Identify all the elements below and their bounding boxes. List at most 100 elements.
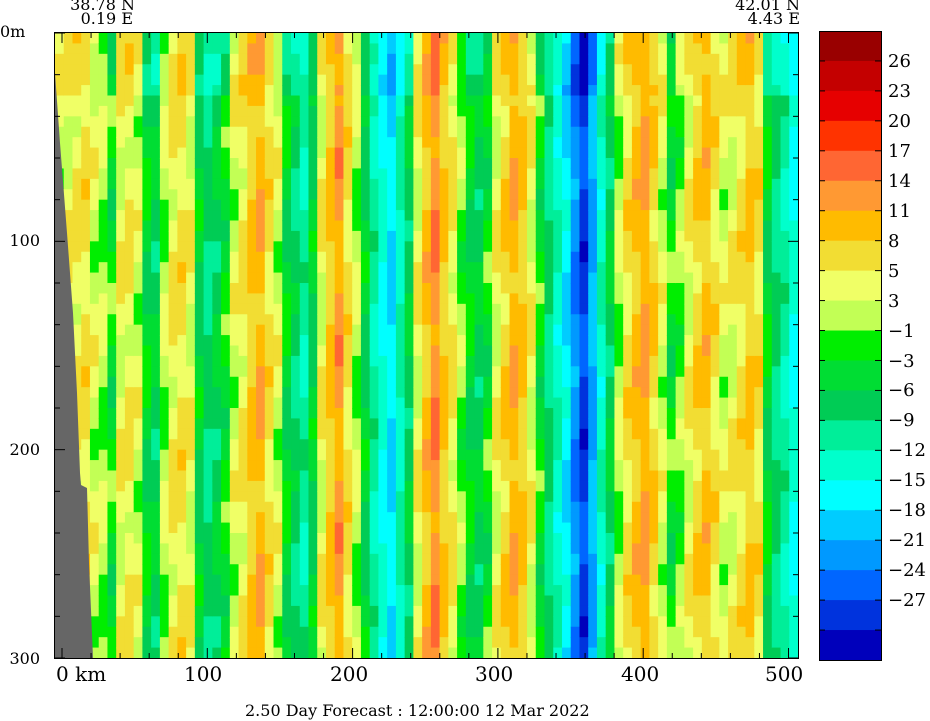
heatmap-cell [701, 220, 712, 232]
heatmap-cell [159, 355, 170, 367]
heatmap-cell [448, 522, 458, 534]
heatmap-cell [116, 303, 126, 315]
heatmap-cell [666, 168, 677, 180]
heatmap-cell [151, 293, 161, 305]
heatmap-cell [203, 439, 213, 451]
heatmap-cell [430, 293, 441, 305]
heatmap-cell [378, 189, 388, 201]
heatmap-cell [334, 126, 345, 138]
heatmap-cell [544, 85, 554, 97]
heatmap-cell [81, 199, 91, 211]
heatmap-cell [404, 449, 414, 461]
heatmap-cell [72, 137, 82, 149]
heatmap-cell [369, 449, 380, 461]
heatmap-cell [649, 272, 659, 284]
heatmap-cell [649, 564, 659, 576]
heatmap-cell [72, 230, 82, 242]
heatmap-cell [203, 137, 213, 149]
heatmap-cell [273, 439, 283, 451]
heatmap-cell [168, 512, 178, 524]
heatmap-cell [588, 168, 598, 180]
heatmap-cell [422, 543, 432, 555]
heatmap-cell [535, 470, 546, 482]
heatmap-cell [684, 210, 694, 222]
heatmap-cell [221, 491, 231, 503]
heatmap-cell [186, 605, 196, 617]
heatmap-cell [334, 553, 345, 565]
heatmap-cell [133, 147, 144, 159]
heatmap-cell [430, 95, 441, 107]
heatmap-cell [334, 199, 345, 211]
heatmap-cell [579, 85, 589, 97]
heatmap-cell [212, 428, 222, 440]
heatmap-cell [771, 491, 782, 503]
heatmap-cell [553, 366, 563, 378]
heatmap-cell [98, 397, 109, 409]
heatmap-cell [614, 105, 624, 117]
heatmap-cell [282, 314, 292, 326]
heatmap-cell [124, 533, 135, 545]
heatmap-cell [369, 272, 380, 284]
heatmap-cell [492, 262, 502, 274]
heatmap-cell [282, 564, 292, 576]
heatmap-cell [360, 605, 371, 617]
heatmap-cell [395, 595, 406, 607]
heatmap-cell [605, 595, 616, 607]
heatmap-cell [430, 366, 441, 378]
heatmap-cell [360, 189, 371, 201]
heatmap-cell [133, 501, 144, 513]
heatmap-cell [72, 251, 82, 263]
heatmap-cell [151, 210, 161, 222]
heatmap-cell [378, 470, 388, 482]
heatmap-cell [658, 168, 668, 180]
heatmap-cell [596, 85, 607, 97]
heatmap-cell [360, 314, 371, 326]
heatmap-cell [457, 533, 467, 545]
heatmap-cell [98, 470, 109, 482]
heatmap-cell [177, 95, 187, 107]
heatmap-cell [675, 512, 685, 524]
heatmap-cell [745, 574, 755, 586]
heatmap-cell [710, 647, 720, 659]
heatmap-cell [360, 324, 371, 336]
heatmap-cell [55, 95, 65, 107]
heatmap-cell [343, 408, 353, 420]
heatmap-cell [282, 189, 292, 201]
heatmap-cell [684, 95, 694, 107]
heatmap-cell [763, 158, 773, 170]
heatmap-cell [98, 64, 109, 76]
heatmap-cell [457, 178, 467, 190]
heatmap-cell [186, 585, 196, 597]
heatmap-cell [273, 408, 283, 420]
heatmap-cell [360, 355, 371, 367]
heatmap-cell [596, 470, 607, 482]
heatmap-cell [151, 585, 161, 597]
heatmap-cell [614, 272, 624, 284]
heatmap-cell [291, 230, 301, 242]
heatmap-cell [89, 616, 100, 628]
heatmap-cell [116, 220, 126, 232]
heatmap-cell [89, 324, 100, 336]
heatmap-cell [588, 616, 598, 628]
heatmap-cell [500, 64, 511, 76]
heatmap-cell [544, 262, 554, 274]
heatmap-cell [605, 480, 616, 492]
heatmap-cell [596, 105, 607, 117]
heatmap-cell [693, 533, 703, 545]
heatmap-cell [518, 564, 528, 576]
heatmap-cell [107, 533, 117, 545]
heatmap-cell [229, 178, 240, 190]
heatmap-cell [771, 428, 782, 440]
heatmap-cell [98, 574, 109, 586]
heatmap-cell [325, 595, 336, 607]
heatmap-cell [299, 158, 310, 170]
heatmap-cell [492, 272, 502, 284]
heatmap-cell [474, 626, 484, 638]
heatmap-cell [509, 626, 519, 638]
heatmap-cell [264, 262, 275, 274]
heatmap-cell [535, 283, 546, 295]
heatmap-cell [728, 616, 738, 628]
heatmap-cell [72, 189, 82, 201]
heatmap-cell [422, 314, 432, 326]
heatmap-cell [229, 408, 240, 420]
